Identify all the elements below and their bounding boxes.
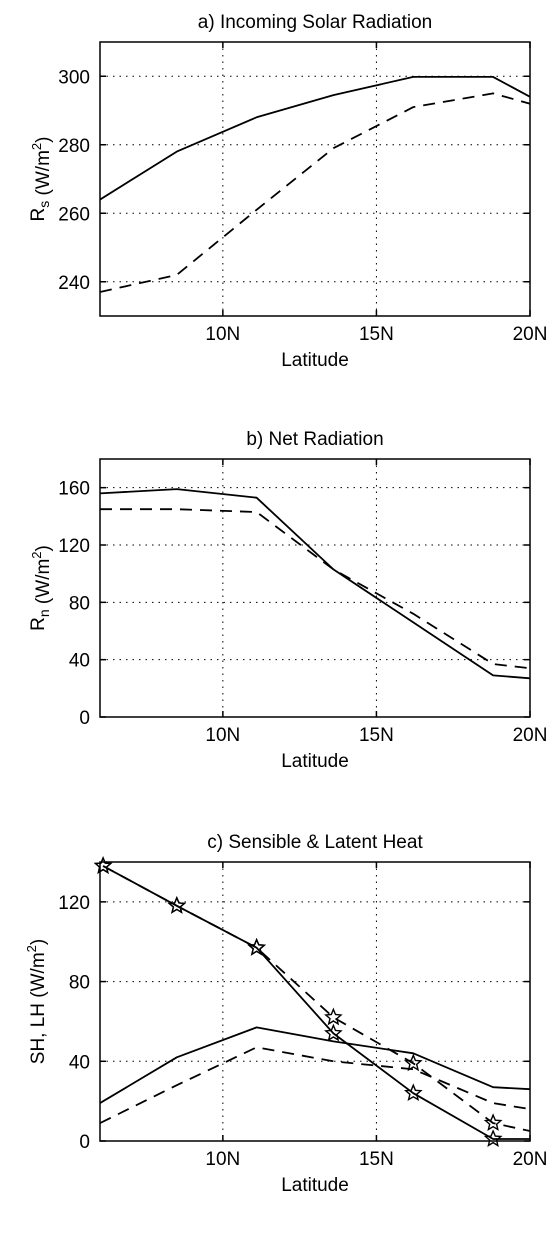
y-axis-label-main: R <box>28 208 49 222</box>
y-tick-label: 80 <box>69 593 90 614</box>
data-point-star <box>324 1023 343 1042</box>
series-line-solid-0 <box>100 488 530 680</box>
plot-frame <box>99 861 531 1142</box>
y-axis-label-close: ) <box>33 545 54 551</box>
series-line-solid-0 <box>102 865 530 1140</box>
chart-panel-b: b) Net Radiation 10N 15N 20N 0 40 80 120 160 Lati… <box>28 429 547 772</box>
y-axis-label-superscript: 2 <box>24 945 39 952</box>
data-point-star <box>93 856 113 874</box>
y-axis-label-main: SH, LH <box>28 1003 49 1064</box>
x-tick-label: 10N <box>205 725 240 746</box>
y-tick-label: 40 <box>69 1052 90 1073</box>
y-tick-label: 240 <box>58 273 90 294</box>
x-tick-label: 10N <box>205 324 240 345</box>
y-axis-label-main: R <box>28 617 49 631</box>
x-tick-label: 15N <box>359 324 394 345</box>
series-line-dashed-1 <box>100 508 530 670</box>
y-tick-label: 80 <box>69 973 90 994</box>
x-tick-label: 10N <box>205 1149 240 1170</box>
chart-title: c) Sensible & Latent Heat <box>207 832 423 853</box>
y-axis-label-close: ) <box>28 939 49 945</box>
data-point-star <box>167 895 187 914</box>
y-axis-label: Rs (W/m2) <box>28 137 54 222</box>
x-tick-label: 20N <box>513 1149 548 1170</box>
chart-title: b) Net Radiation <box>246 429 383 450</box>
y-tick-label: 0 <box>79 1132 90 1153</box>
plot-frame <box>99 41 531 317</box>
y-tick-label: 120 <box>58 893 90 914</box>
series-line-solid-2 <box>100 1026 530 1104</box>
series-line-dashed-3 <box>100 1046 530 1124</box>
y-tick-label: 160 <box>58 479 90 500</box>
y-axis-label-superscript: 2 <box>29 143 44 150</box>
y-axis-label-subscript: s <box>36 201 52 208</box>
x-tick-label: 15N <box>359 1149 394 1170</box>
chart-panel-c: c) Sensible & Latent Heat 10N 15N 20N 0 40 80 1… <box>24 832 547 1196</box>
chart-panel-a: a) Incoming Solar Radiation 10N 15N 20N 240 2… <box>28 12 547 371</box>
chart-title: a) Incoming Solar Radiation <box>198 12 432 33</box>
y-tick-label: 300 <box>58 67 90 88</box>
y-axis-label-unit: (W/m <box>28 952 49 1003</box>
y-tick-label: 260 <box>58 204 90 225</box>
data-point-star <box>403 1053 423 1072</box>
y-tick-label: 0 <box>79 708 90 729</box>
y-axis-label-superscript: 2 <box>29 551 44 558</box>
data-point-star <box>247 937 267 956</box>
plot-frame <box>99 458 531 718</box>
y-axis-label-unit: (W/m <box>33 150 54 201</box>
data-point-star <box>483 1113 503 1131</box>
x-axis-label: Latitude <box>281 1175 349 1196</box>
y-tick-label: 280 <box>58 136 90 157</box>
y-axis-label-unit: (W/m <box>33 559 54 610</box>
series-line-solid-0 <box>100 76 530 201</box>
y-axis-label: Rn (W/m2) <box>28 545 54 631</box>
y-tick-label: 40 <box>69 651 90 672</box>
series-line-dashed-1 <box>100 92 530 293</box>
y-axis-label-subscript: n <box>36 609 52 617</box>
data-point-star <box>403 1083 423 1102</box>
y-axis-label: SH, LH (W/m2) <box>24 939 49 1064</box>
x-tick-label: 20N <box>513 324 548 345</box>
data-point-star <box>324 1007 343 1026</box>
data-point-star <box>483 1129 503 1147</box>
y-tick-label: 120 <box>58 536 90 557</box>
x-tick-label: 20N <box>513 725 548 746</box>
x-axis-label: Latitude <box>281 350 349 371</box>
x-axis-label: Latitude <box>281 751 349 772</box>
series-line-dashed-1 <box>102 865 530 1132</box>
x-tick-label: 15N <box>359 725 394 746</box>
y-axis-label-close: ) <box>33 137 54 143</box>
